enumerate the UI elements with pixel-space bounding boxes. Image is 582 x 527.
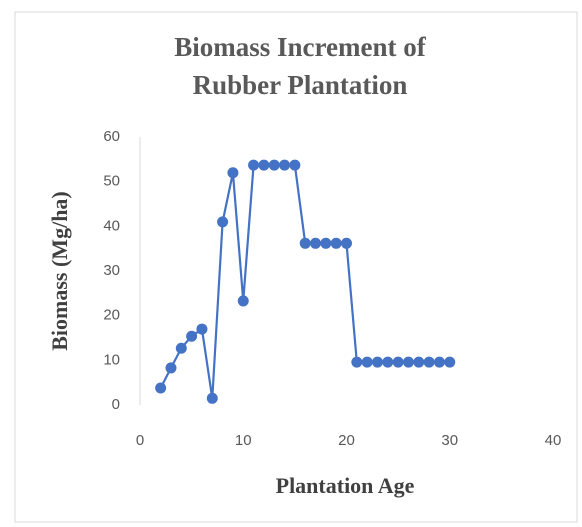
data-point (361, 356, 373, 368)
x-tick-label: 0 (136, 432, 144, 449)
x-tick-label: 40 (545, 432, 562, 449)
data-point (217, 216, 229, 228)
data-point (351, 356, 363, 368)
y-tick-label: 20 (103, 307, 120, 324)
y-tick-label: 60 (103, 128, 120, 145)
data-point (248, 159, 260, 171)
x-tick-label: 20 (338, 432, 355, 449)
y-axis-label: Biomass (Mg/ha) (47, 191, 72, 351)
data-point (392, 356, 404, 368)
data-point (289, 159, 301, 171)
data-point (237, 295, 249, 307)
data-point (165, 362, 177, 374)
data-point (155, 382, 167, 394)
y-tick-label: 40 (103, 217, 120, 234)
data-point (402, 356, 414, 368)
data-point (196, 323, 208, 335)
data-point (330, 237, 342, 249)
data-point (413, 356, 425, 368)
y-tick-label: 10 (103, 351, 120, 368)
data-point (258, 159, 270, 171)
chart-frame (14, 11, 578, 523)
data-point (341, 237, 352, 249)
data-point (227, 167, 239, 179)
y-tick-label: 30 (103, 262, 120, 279)
data-point (444, 356, 456, 368)
data-point (279, 159, 291, 171)
data-point (206, 392, 218, 404)
data-point (310, 237, 322, 249)
data-point (186, 330, 198, 342)
data-point (382, 356, 394, 368)
data-point (268, 159, 280, 171)
x-axis-label: Plantation Age (276, 473, 415, 498)
x-tick-label: 30 (441, 432, 458, 449)
y-tick-label: 50 (103, 173, 120, 190)
chart-title: Rubber Plantation (193, 70, 408, 100)
data-point (320, 237, 332, 249)
data-point (433, 356, 445, 368)
y-tick-label: 0 (112, 396, 120, 413)
data-point (423, 356, 435, 368)
data-point (371, 356, 383, 368)
x-tick-label: 10 (235, 432, 252, 449)
data-point (299, 237, 311, 249)
data-point (175, 342, 187, 354)
chart-title: Biomass Increment of (174, 32, 426, 62)
